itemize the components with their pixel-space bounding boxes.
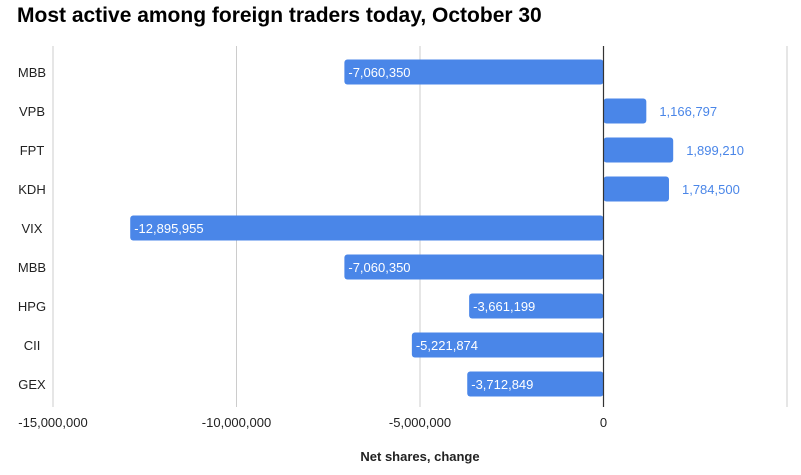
category-label: CII: [24, 338, 41, 353]
x-axis-title: Net shares, change: [360, 449, 479, 464]
bar: [469, 293, 604, 319]
category-label: VPB: [19, 104, 45, 119]
bar: [467, 371, 604, 397]
data-label: 1,899,210: [686, 143, 744, 158]
data-label: -7,060,350: [348, 260, 410, 275]
x-tick-label: -10,000,000: [202, 415, 271, 430]
data-label: 1,784,500: [682, 182, 740, 197]
category-label: FPT: [20, 143, 45, 158]
category-label: GEX: [18, 377, 46, 392]
data-label: -5,221,874: [416, 338, 478, 353]
bars: [130, 59, 674, 397]
category-label: KDH: [18, 182, 45, 197]
data-label: -12,895,955: [134, 221, 203, 236]
bar: [344, 59, 604, 85]
data-label: -7,060,350: [348, 65, 410, 80]
data-label: 1,166,797: [659, 104, 717, 119]
x-tick-label: -5,000,000: [389, 415, 451, 430]
bar: [344, 254, 604, 280]
x-tick-labels: -15,000,000 -10,000,000 -5,000,000 0: [18, 415, 607, 430]
category-label: MBB: [18, 65, 46, 80]
bar: [603, 98, 647, 124]
data-label: -3,661,199: [473, 299, 535, 314]
category-label: MBB: [18, 260, 46, 275]
bar: [411, 332, 604, 358]
data-label: -3,712,849: [471, 377, 533, 392]
category-label: HPG: [18, 299, 46, 314]
bar: [603, 137, 674, 163]
x-tick-label: 0: [600, 415, 607, 430]
chart-title: Most active among foreign traders today,…: [17, 4, 542, 27]
x-tick-label: -15,000,000: [18, 415, 87, 430]
bar: [130, 215, 604, 241]
bar: [603, 176, 669, 202]
data-labels: -7,060,350 1,166,797 1,899,210 1,784,500 -12…: [134, 65, 744, 392]
category-label: VIX: [22, 221, 43, 236]
category-labels: MBB VPB FPT KDH VIX MBB HPG CII GEX: [18, 65, 46, 392]
